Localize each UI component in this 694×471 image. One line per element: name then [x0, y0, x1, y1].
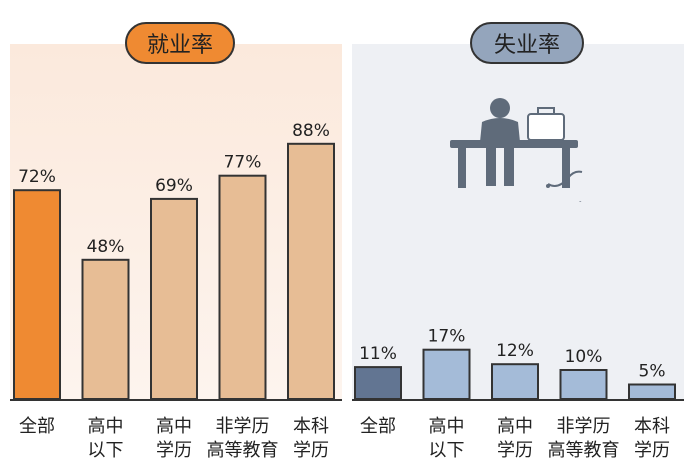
bar-unemployment-2: [491, 363, 539, 401]
category-label: 学历: [293, 440, 329, 461]
category-label: 全部: [19, 416, 55, 437]
category-label: 学历: [156, 440, 192, 461]
category-label: 本科: [634, 416, 670, 437]
bar-employment-3: [218, 174, 267, 400]
category-label: 高等教育: [548, 440, 620, 461]
category-label: 高中: [88, 416, 124, 437]
value-label: 69%: [155, 176, 193, 196]
value-label: 12%: [496, 341, 534, 361]
category-label: 以下: [429, 440, 465, 461]
value-label: 88%: [292, 121, 330, 141]
unemployment-title: 失业率: [470, 22, 584, 64]
value-label: 11%: [359, 344, 397, 364]
category-label: 非学历: [557, 416, 611, 437]
bar-employment-1: [81, 258, 130, 400]
category-label: 学历: [497, 440, 533, 461]
bar-employment-0: [13, 189, 61, 400]
employment-title: 就业率: [125, 22, 235, 64]
bar-unemployment-1: [422, 348, 471, 401]
category-label: 以下: [88, 440, 124, 461]
bar-employment-4: [287, 142, 335, 400]
value-label: 17%: [428, 327, 466, 347]
category-label: 全部: [360, 416, 396, 437]
value-label: 77%: [224, 153, 262, 173]
unemployed-person-on-bench-icon: [450, 98, 583, 202]
category-label: 本科: [293, 416, 329, 437]
unemployment-baseline: [352, 399, 684, 401]
unemployment-panel: [352, 44, 684, 400]
category-label: 高中: [497, 416, 533, 437]
value-label: 10%: [565, 347, 603, 367]
bar-unemployment-3: [559, 369, 608, 400]
category-label: 高中: [156, 416, 192, 437]
value-label: 72%: [18, 167, 56, 187]
bar-unemployment-0: [354, 366, 402, 401]
value-label: 48%: [87, 237, 125, 257]
bar-employment-2: [150, 197, 198, 400]
value-label: 5%: [639, 362, 666, 382]
bar-unemployment-4: [628, 383, 676, 400]
category-label: 高等教育: [207, 440, 279, 461]
employment-baseline: [10, 399, 342, 401]
category-label: 学历: [634, 440, 670, 461]
category-label: 非学历: [216, 416, 270, 437]
category-label: 高中: [429, 416, 465, 437]
